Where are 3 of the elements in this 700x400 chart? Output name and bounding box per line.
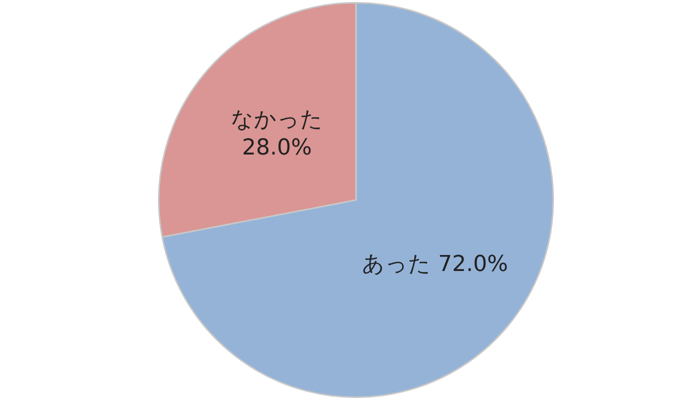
slice-label: なかった — [230, 107, 323, 132]
data-label: 28.0% — [242, 135, 312, 160]
slice-label: あった 72.0% — [362, 252, 508, 278]
